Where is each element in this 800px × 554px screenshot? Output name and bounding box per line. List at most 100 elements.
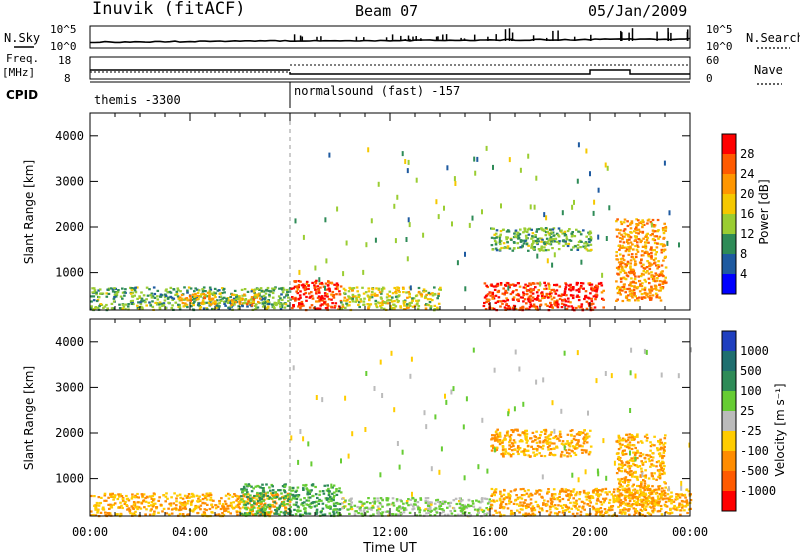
- data-cell: [130, 497, 134, 500]
- data-cell: [544, 249, 548, 252]
- data-cell: [582, 449, 586, 452]
- data-cell: [646, 292, 649, 295]
- data-cell: [551, 500, 554, 503]
- data-cell: [404, 508, 408, 511]
- data-cell: [649, 513, 653, 516]
- data-cell: [377, 510, 380, 513]
- data-cell: [249, 508, 253, 511]
- data-cell: [579, 444, 582, 447]
- data-cell: [634, 491, 637, 494]
- data-cell: [576, 294, 579, 297]
- data-cell: [304, 484, 307, 487]
- data-cell: [604, 371, 607, 376]
- data-cell: [595, 284, 598, 287]
- data-cell: [194, 504, 197, 508]
- data-cell: [149, 294, 152, 297]
- data-cell: [625, 240, 629, 243]
- data-cell: [531, 296, 535, 299]
- data-cell: [650, 289, 654, 292]
- data-cell: [490, 494, 493, 497]
- data-cell: [273, 496, 276, 499]
- data-cell: [204, 294, 207, 297]
- data-cell: [491, 444, 495, 447]
- data-cell: [113, 502, 117, 505]
- data-cell: [613, 460, 616, 466]
- data-cell: [296, 486, 300, 489]
- data-cell: [649, 294, 652, 297]
- data-cell: [422, 288, 426, 291]
- data-cell: [443, 205, 445, 211]
- data-cell: [264, 292, 268, 295]
- data-cell: [514, 284, 518, 287]
- data-cell: [303, 501, 306, 504]
- nave-tick-bottom: 0: [706, 72, 713, 85]
- data-cell: [670, 502, 673, 505]
- data-cell: [116, 513, 119, 516]
- data-cell: [508, 286, 511, 289]
- data-cell: [568, 445, 572, 448]
- data-cell: [338, 290, 341, 293]
- data-cell: [595, 487, 598, 490]
- data-cell: [612, 495, 615, 498]
- data-cell: [648, 505, 652, 508]
- data-cell: [128, 510, 131, 513]
- data-cell: [493, 233, 496, 236]
- data-cell: [505, 238, 508, 241]
- data-cell: [644, 502, 648, 505]
- data-cell: [573, 199, 575, 205]
- data-cell: [140, 502, 144, 505]
- data-cell: [595, 293, 598, 296]
- data-cell: [557, 504, 560, 507]
- data-cell: [587, 495, 591, 498]
- data-cell: [662, 471, 666, 474]
- data-cell: [529, 502, 533, 505]
- data-cell: [190, 503, 193, 506]
- data-cell: [437, 294, 440, 297]
- data-cell: [660, 494, 663, 497]
- data-cell: [386, 499, 389, 502]
- data-cell: [290, 498, 293, 501]
- data-cell: [370, 508, 373, 511]
- data-cell: [550, 231, 553, 234]
- data-cell: [402, 291, 405, 294]
- data-cell: [670, 495, 674, 498]
- data-cell: [658, 455, 662, 458]
- nsky-trace: [90, 37, 691, 44]
- data-cell: [574, 501, 578, 504]
- data-cell: [326, 303, 329, 306]
- data-cell: [203, 511, 206, 514]
- data-cell: [600, 284, 604, 287]
- data-cell: [634, 253, 638, 256]
- data-cell: [660, 264, 664, 267]
- data-cell: [491, 248, 495, 251]
- data-cell: [629, 292, 632, 296]
- data-cell: [623, 497, 627, 500]
- data-cell: [686, 503, 689, 507]
- data-cell: [220, 497, 223, 500]
- data-cell: [136, 501, 140, 504]
- data-cell: [90, 305, 93, 308]
- data-cell: [628, 250, 631, 253]
- data-cell: [112, 300, 116, 303]
- data-cell: [484, 308, 488, 311]
- data-cell: [549, 232, 553, 235]
- data-cell: [506, 507, 510, 510]
- data-cell: [368, 299, 371, 302]
- data-cell: [411, 299, 414, 302]
- data-cell: [660, 496, 663, 499]
- data-cell: [505, 236, 508, 239]
- data-cell: [257, 293, 260, 296]
- data-cell: [141, 300, 144, 303]
- data-cell: [645, 439, 649, 442]
- data-cell: [246, 484, 250, 487]
- data-cell: [552, 234, 556, 237]
- data-cell: [325, 504, 328, 507]
- data-cell: [530, 509, 534, 512]
- data-cell: [296, 509, 300, 512]
- data-cell: [284, 303, 288, 306]
- data-cell: [659, 289, 662, 292]
- data-cell: [639, 440, 643, 443]
- data-cell: [587, 491, 590, 494]
- data-cell: [240, 488, 243, 491]
- data-cell: [642, 270, 646, 273]
